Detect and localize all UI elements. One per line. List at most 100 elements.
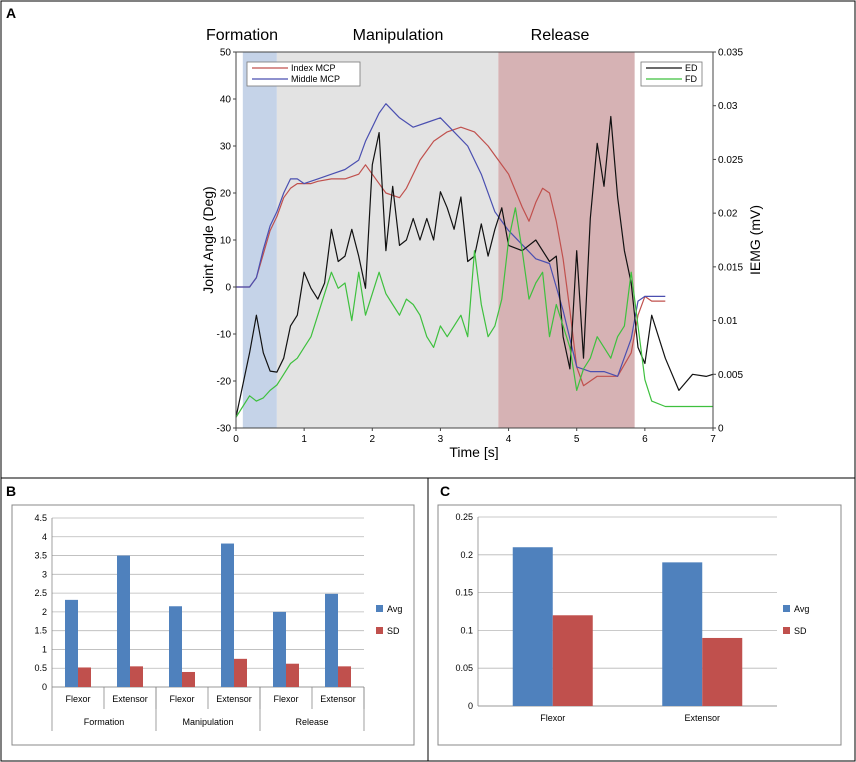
y-tick-label: 0 bbox=[225, 283, 231, 294]
x-category-label: Flexor bbox=[540, 713, 565, 723]
legend-swatch-sd bbox=[783, 627, 790, 634]
y-tick-label: 0.25 bbox=[455, 512, 473, 522]
bar-avg-flexor bbox=[169, 606, 182, 687]
group-label: Manipulation bbox=[182, 717, 233, 727]
y2-axis-ticks: 0 0.005 0.01 0.015 0.02 0.025 0.03 0.035 bbox=[713, 48, 743, 435]
y-tick-label: 0.05 bbox=[455, 663, 473, 673]
bar-avg-extensor bbox=[221, 543, 234, 687]
x-tick-label: 3 bbox=[438, 434, 444, 445]
chart-b-y-ticks: 0 0.5 1 1.5 2 2.5 3 3.5 4 4.5 bbox=[34, 513, 47, 692]
x-category-label: Extensor bbox=[320, 694, 356, 704]
phase-bands bbox=[242, 52, 635, 428]
x-axis-label: Time [s] bbox=[449, 444, 498, 460]
panel-b-label: B bbox=[6, 483, 16, 499]
y-tick-label: 40 bbox=[220, 95, 232, 106]
legend-sd: SD bbox=[387, 626, 400, 636]
y-tick-label: 2 bbox=[42, 607, 47, 617]
phase-labels: Formation Manipulation Release bbox=[206, 27, 589, 44]
legend-right: ED FD bbox=[640, 61, 703, 87]
legend-left-box bbox=[246, 61, 361, 87]
legend-swatch-avg bbox=[376, 605, 383, 612]
chart-c-x-categories: Flexor Extensor bbox=[540, 713, 720, 723]
y2-tick-label: 0.02 bbox=[718, 209, 738, 220]
y-tick-label: 10 bbox=[220, 236, 232, 247]
y-tick-label: 4.5 bbox=[34, 513, 47, 523]
x-category-label: Flexor bbox=[273, 694, 298, 704]
y2-tick-label: 0.03 bbox=[718, 101, 738, 112]
y-tick-label: 2.5 bbox=[34, 588, 47, 598]
y2-tick-label: 0.015 bbox=[718, 262, 743, 273]
y2-tick-label: 0.005 bbox=[718, 370, 743, 381]
series-line-ed bbox=[235, 115, 714, 418]
y2-tick-label: 0.025 bbox=[718, 155, 743, 166]
x-category-label: Extensor bbox=[216, 694, 252, 704]
y2-axis-label: IEMG (mV) bbox=[747, 205, 763, 275]
chart-b-bars bbox=[65, 543, 351, 687]
phase-label-release: Release bbox=[531, 27, 590, 44]
y-tick-label: 50 bbox=[220, 48, 232, 59]
phase-band-release bbox=[498, 52, 635, 428]
bar-avg-extensor bbox=[662, 562, 703, 706]
series-line-fd bbox=[235, 207, 713, 418]
bar-avg-flexor bbox=[273, 611, 286, 687]
legend-index-mcp: Index MCP bbox=[291, 63, 336, 73]
bar-sd-flexor bbox=[552, 615, 593, 706]
bar-avg-flexor bbox=[65, 599, 78, 687]
x-tick-label: 0 bbox=[233, 434, 239, 445]
chart-b: 00.511.522.533.544.5 Flexor Extensor Flexo… bbox=[11, 504, 415, 746]
chart-c-frame bbox=[437, 504, 842, 746]
legend-ed: ED bbox=[685, 63, 698, 73]
y-tick-label: 0 bbox=[42, 682, 47, 692]
legend-swatch-sd bbox=[376, 627, 383, 634]
y-tick-label: -20 bbox=[217, 377, 232, 388]
y-tick-label: 0.2 bbox=[460, 550, 473, 560]
x-axis-ticks: 0 1 2 3 4 5 6 7 bbox=[233, 428, 716, 445]
x-category-label: Extensor bbox=[684, 713, 720, 723]
bar-sd-flexor bbox=[78, 667, 91, 687]
y-tick-label: 1 bbox=[42, 644, 47, 654]
bar-sd-extensor bbox=[234, 658, 247, 687]
x-tick-label: 1 bbox=[301, 434, 307, 445]
series-line-middle-mcp bbox=[236, 103, 666, 377]
series-lines bbox=[235, 103, 714, 418]
y2-tick-label: 0.035 bbox=[718, 48, 743, 59]
y-tick-label: 30 bbox=[220, 142, 232, 153]
bar-avg-extensor bbox=[325, 593, 338, 687]
x-tick-label: 6 bbox=[642, 434, 648, 445]
bar-sd-extensor bbox=[130, 666, 143, 687]
panel-c-label: C bbox=[440, 483, 450, 499]
y-axis-label: Joint Angle (Deg) bbox=[200, 186, 216, 293]
phase-label-manipulation: Manipulation bbox=[353, 27, 444, 44]
legend-avg: Avg bbox=[387, 604, 402, 614]
x-tick-label: 2 bbox=[370, 434, 376, 445]
panel-a-label: A bbox=[6, 5, 16, 21]
chart-a: Formation Manipulation Release 0 1 2 3 4 5 6 7 -3… bbox=[200, 27, 763, 460]
legend-fd: FD bbox=[685, 74, 697, 84]
chart-c-y-ticks: 0 0.05 0.1 0.15 0.2 0.25 bbox=[455, 512, 473, 711]
bar-sd-flexor bbox=[286, 663, 299, 687]
chart-c-bars bbox=[512, 547, 743, 706]
x-tick-label: 7 bbox=[710, 434, 716, 445]
y-tick-label: 3.5 bbox=[34, 551, 47, 561]
y-tick-label: -10 bbox=[217, 330, 232, 341]
legend-sd: SD bbox=[794, 626, 807, 636]
y-tick-label: 3 bbox=[42, 569, 47, 579]
bar-sd-flexor bbox=[182, 671, 195, 687]
chart-c-legend: Avg SD bbox=[783, 604, 809, 636]
group-label: Formation bbox=[84, 717, 125, 727]
legend-right-box bbox=[640, 61, 703, 87]
y-tick-label: 0 bbox=[468, 701, 473, 711]
y-tick-label: 0.5 bbox=[34, 663, 47, 673]
y2-tick-label: 0.01 bbox=[718, 316, 738, 327]
y-tick-label: 4 bbox=[42, 532, 47, 542]
legend-avg: Avg bbox=[794, 604, 809, 614]
chart-b-frame bbox=[11, 504, 415, 746]
y-tick-label: 20 bbox=[220, 189, 232, 200]
series-line-index-mcp bbox=[236, 126, 666, 387]
chart-b-x-categories: Flexor Extensor Flexor Extensor Flexor Extens… bbox=[51, 687, 365, 731]
chart-c: 0 0.05 0.1 0.15 0.2 0.25 Flexor Extensor Avg SD bbox=[437, 504, 842, 746]
x-tick-label: 5 bbox=[574, 434, 580, 445]
y-tick-label: 0.15 bbox=[455, 588, 473, 598]
bar-avg-extensor bbox=[117, 555, 130, 687]
